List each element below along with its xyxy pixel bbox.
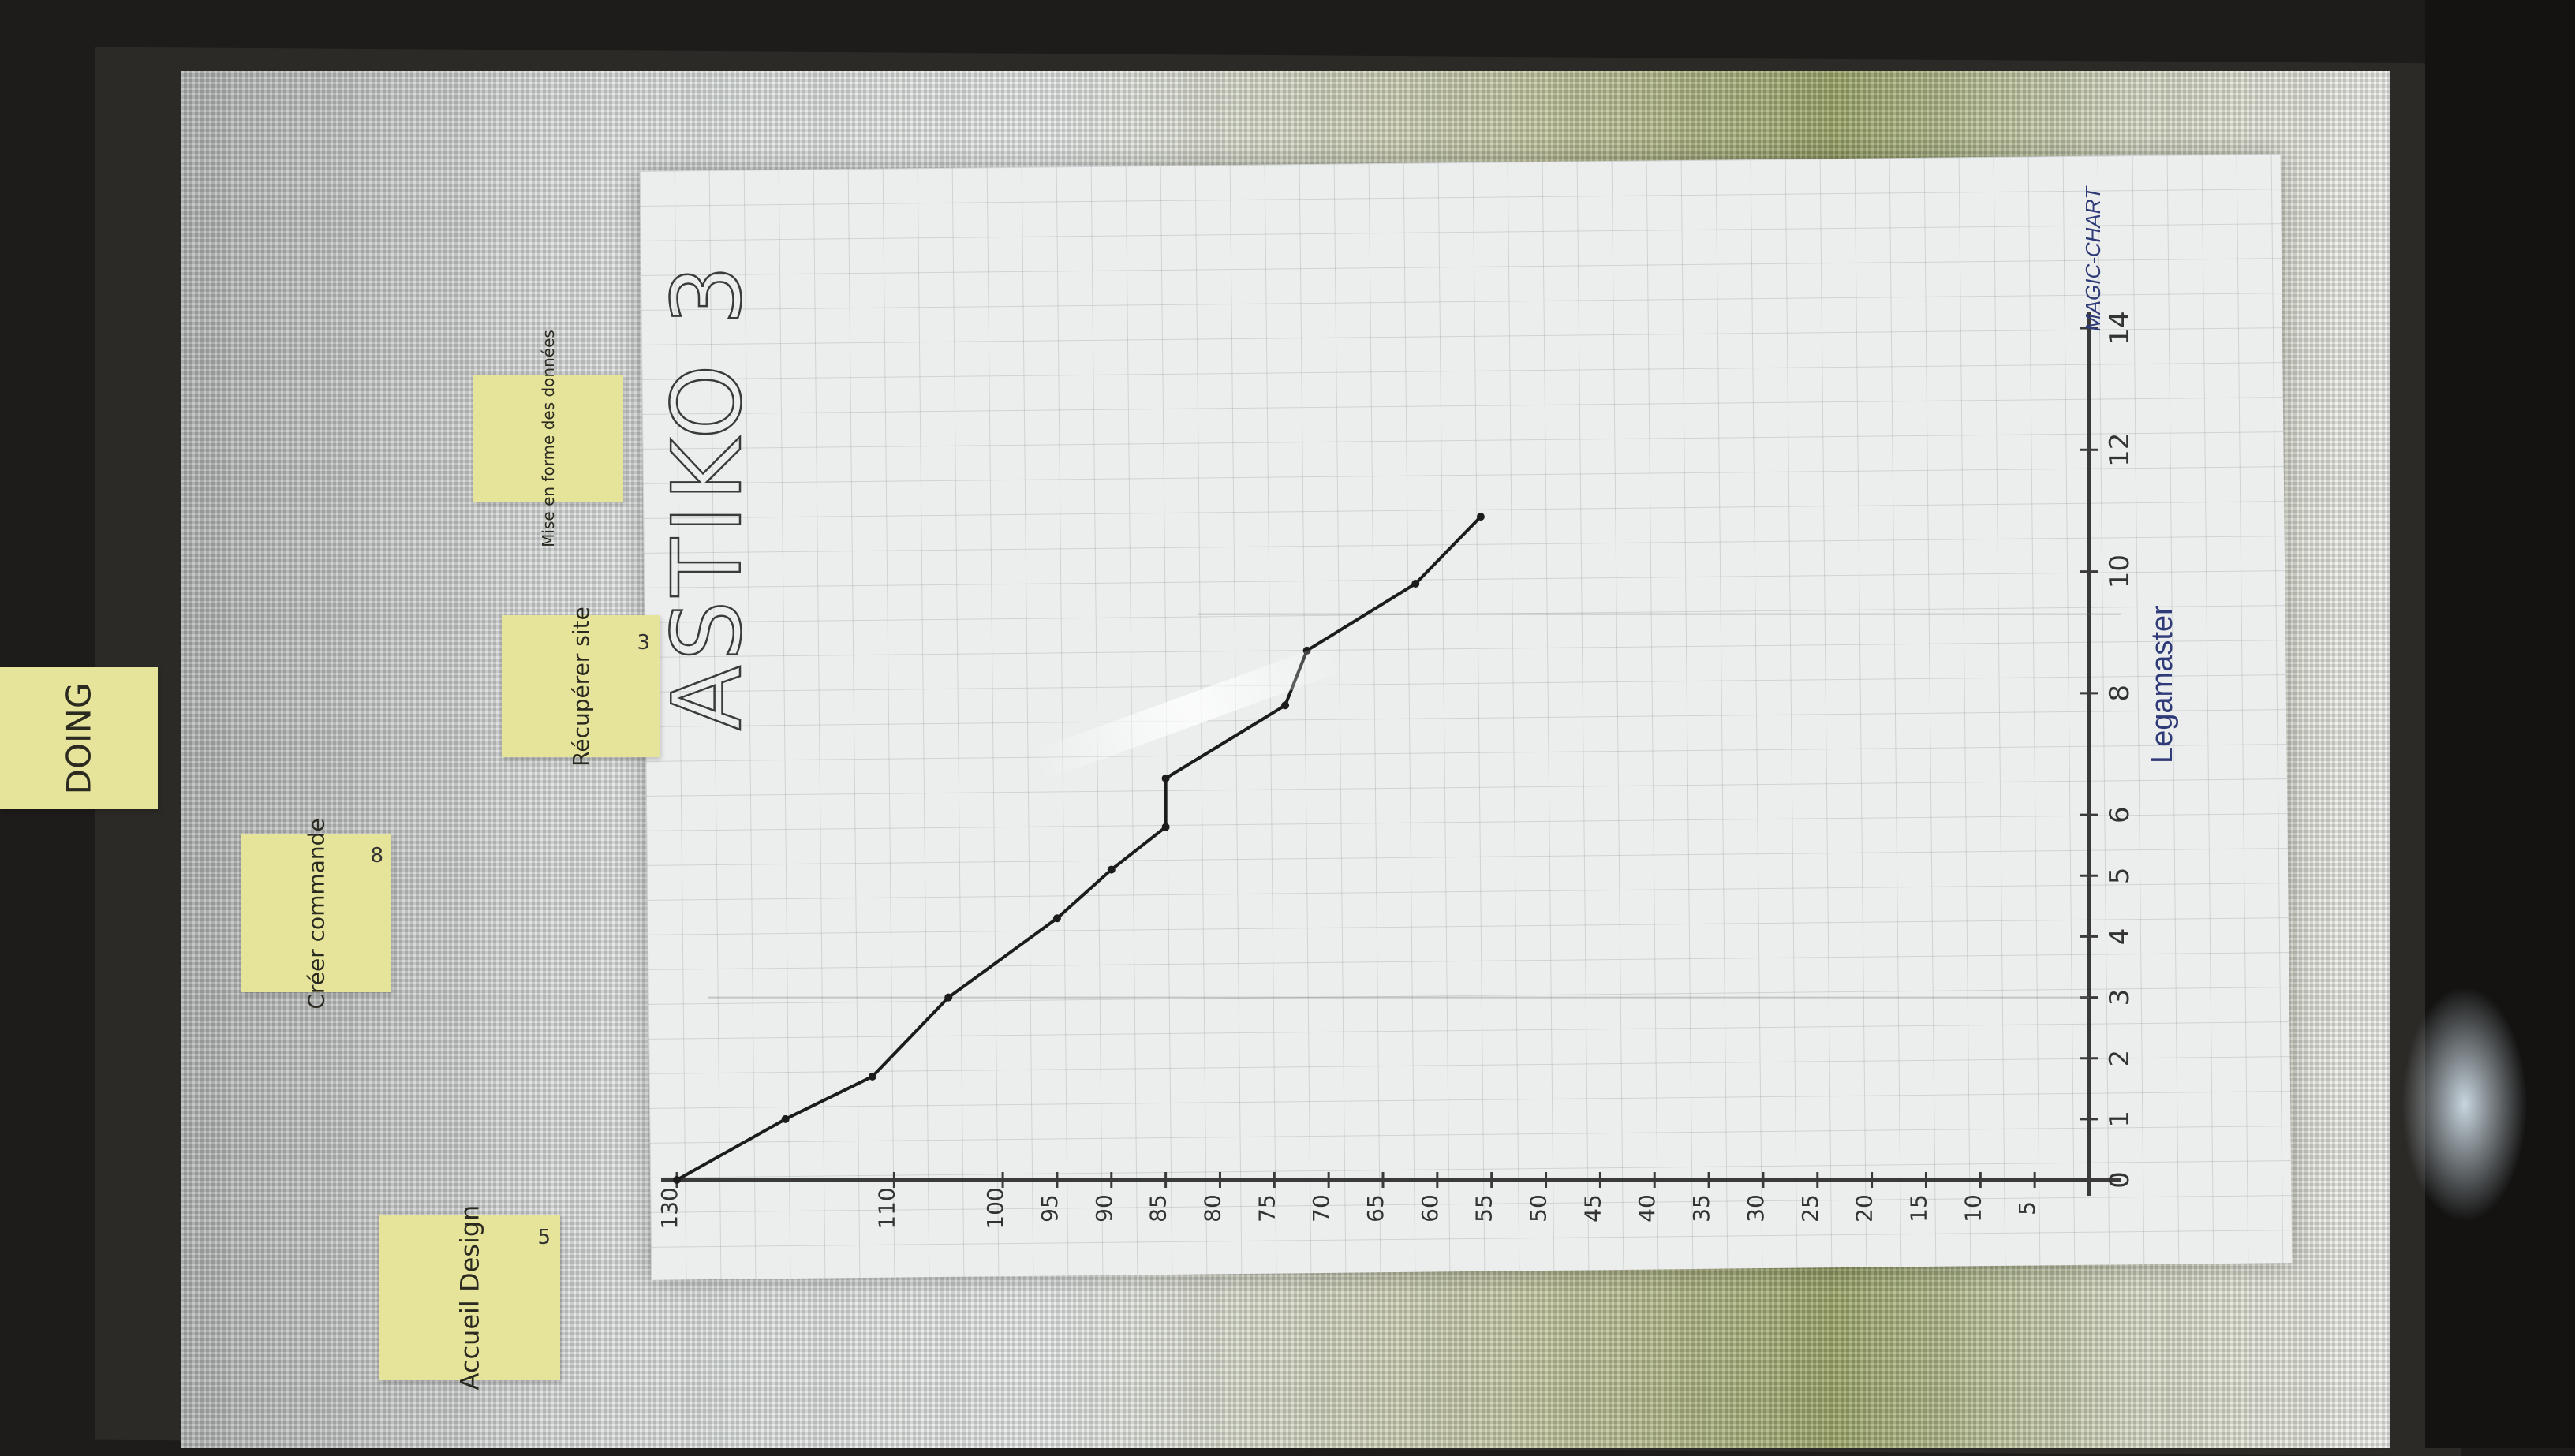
chart-title: ASTIKO 3 <box>653 260 763 730</box>
y-tick-label: 130 <box>656 1187 682 1229</box>
x-tick-label: 3 <box>2104 989 2136 1006</box>
y-tick-label: 75 <box>1254 1194 1280 1223</box>
x-tick-label: 2 <box>2104 1050 2136 1067</box>
sticky-note: Récupérer site 3 <box>502 607 660 766</box>
brand-product: MAGIC-CHART <box>2081 187 2105 331</box>
sticky-note: Mise en forme des données <box>473 330 623 547</box>
y-tick-label: 40 <box>1634 1194 1660 1223</box>
data-point <box>781 1114 790 1123</box>
y-tick-label: 25 <box>1797 1194 1823 1223</box>
x-tick-label: 14 <box>2104 311 2136 345</box>
column-label: DOING <box>59 682 99 794</box>
y-tick-label: 15 <box>1905 1194 1931 1223</box>
light-reflection <box>2401 986 2528 1223</box>
sticky-points: 5 <box>537 1226 551 1249</box>
x-tick-label: 8 <box>2104 685 2136 702</box>
y-tick-label: 50 <box>1526 1194 1552 1223</box>
sticky-text: Récupérer site <box>567 606 594 767</box>
x-tick-label: 10 <box>2104 554 2136 588</box>
sticky-note: Créer commande 8 <box>241 818 391 1009</box>
sticky-points: 3 <box>637 631 650 655</box>
y-tick-label: 80 <box>1199 1194 1225 1223</box>
sticky-text: Mise en forme des données <box>539 330 558 547</box>
y-tick-label: 60 <box>1417 1194 1443 1223</box>
x-tick-label: 1 <box>2104 1111 2136 1128</box>
data-point <box>868 1072 876 1081</box>
y-tick-label: 5 <box>2014 1201 2040 1215</box>
sticky-text: Accueil Design <box>454 1204 485 1391</box>
burndown-chart: 130 110 100 95 90 85 80 75 70 65 60 55 50 45 40 35 30 25 2… <box>652 259 2136 1230</box>
brand-logo: Legamaster <box>2146 605 2179 763</box>
y-tick-label: 70 <box>1308 1194 1334 1223</box>
data-point <box>1476 513 1485 521</box>
sticky-note: Accueil Design 5 <box>379 1205 560 1390</box>
y-tick-label: 90 <box>1091 1194 1117 1223</box>
y-tick-label: 45 <box>1579 1194 1605 1223</box>
data-point <box>1281 701 1290 710</box>
y-tick-label: 30 <box>1743 1194 1769 1223</box>
y-tick-label: 95 <box>1037 1194 1063 1223</box>
data-point <box>1052 914 1061 923</box>
x-tick-label: 0 <box>2104 1171 2136 1189</box>
sticky-text: Créer commande <box>303 817 330 1010</box>
sticky-points: 8 <box>370 844 383 868</box>
y-tick-label: 110 <box>873 1187 899 1229</box>
sticky-doing: DOING <box>0 667 158 809</box>
y-tick-label: 85 <box>1145 1194 1172 1223</box>
y-tick-label: 100 <box>982 1187 1008 1229</box>
x-tick-label: 6 <box>2104 806 2136 823</box>
data-point <box>673 1176 681 1184</box>
data-point <box>1161 823 1170 831</box>
data-point <box>1161 774 1170 782</box>
y-tick-label: 65 <box>1362 1194 1388 1223</box>
data-point <box>1107 865 1116 874</box>
data-point <box>944 993 953 1002</box>
burndown-line <box>676 515 1482 1182</box>
y-tick-label: 10 <box>1960 1194 1986 1223</box>
y-tick-label: 55 <box>1471 1194 1497 1223</box>
wall <box>2425 0 2575 1448</box>
y-tick-label: 35 <box>1688 1194 1714 1223</box>
x-tick-label: 4 <box>2104 928 2136 946</box>
y-tick-label: 20 <box>1852 1194 1878 1223</box>
x-tick-label: 5 <box>2104 867 2136 884</box>
data-point <box>1411 580 1420 588</box>
x-tick-label: 12 <box>2104 433 2136 467</box>
